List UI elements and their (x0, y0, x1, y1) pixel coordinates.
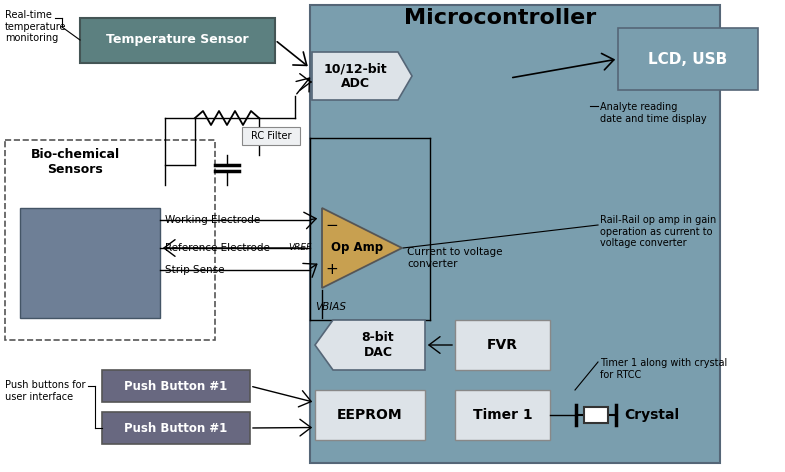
Text: Bio-chemical
Sensors: Bio-chemical Sensors (31, 148, 119, 176)
Text: Reference Electrode: Reference Electrode (165, 243, 270, 253)
Text: Rail-Rail op amp in gain
operation as current to
voltage converter: Rail-Rail op amp in gain operation as cu… (600, 215, 716, 248)
Bar (315, 390, 425, 440)
Bar (455, 320, 550, 370)
Text: 8-bit
DAC: 8-bit DAC (362, 331, 394, 359)
Text: Temperature Sensor: Temperature Sensor (106, 34, 248, 47)
Text: Push Button #1: Push Button #1 (124, 421, 228, 435)
Text: Analyte reading
date and time display: Analyte reading date and time display (600, 102, 706, 124)
Text: Strip Sense: Strip Sense (165, 265, 225, 275)
Text: +: + (326, 262, 338, 278)
Text: Real-time
temperature
monitoring: Real-time temperature monitoring (5, 10, 67, 43)
Text: VREF: VREF (288, 244, 311, 253)
Text: FVR: FVR (487, 338, 518, 352)
Text: Op Amp: Op Amp (331, 242, 383, 254)
Text: Timer 1 along with crystal
for RTCC: Timer 1 along with crystal for RTCC (600, 358, 727, 379)
Bar (102, 370, 250, 402)
Text: VBIAS: VBIAS (315, 302, 346, 312)
Bar (102, 412, 250, 444)
Bar (242, 127, 300, 145)
Bar (310, 5, 720, 463)
Text: EEPROM: EEPROM (338, 408, 403, 422)
Text: Current to voltage
converter: Current to voltage converter (407, 247, 502, 269)
Text: Push Button #1: Push Button #1 (124, 379, 228, 393)
Text: Timer 1: Timer 1 (473, 408, 532, 422)
Text: Crystal: Crystal (624, 408, 679, 422)
Text: RC Filter: RC Filter (250, 131, 291, 141)
Polygon shape (312, 52, 412, 100)
Bar (20, 208, 160, 318)
Text: Microcontroller: Microcontroller (403, 8, 596, 28)
Text: 10/12-bit
ADC: 10/12-bit ADC (323, 62, 387, 90)
Polygon shape (322, 208, 402, 288)
Text: Push buttons for
user interface: Push buttons for user interface (5, 380, 86, 402)
Bar (584, 407, 608, 423)
Bar (455, 390, 550, 440)
Text: Working Electrode: Working Electrode (165, 215, 261, 225)
Text: −: − (326, 219, 338, 234)
Bar (80, 18, 275, 63)
Bar (618, 28, 758, 90)
Polygon shape (315, 320, 425, 370)
Text: LCD, USB: LCD, USB (648, 51, 728, 67)
